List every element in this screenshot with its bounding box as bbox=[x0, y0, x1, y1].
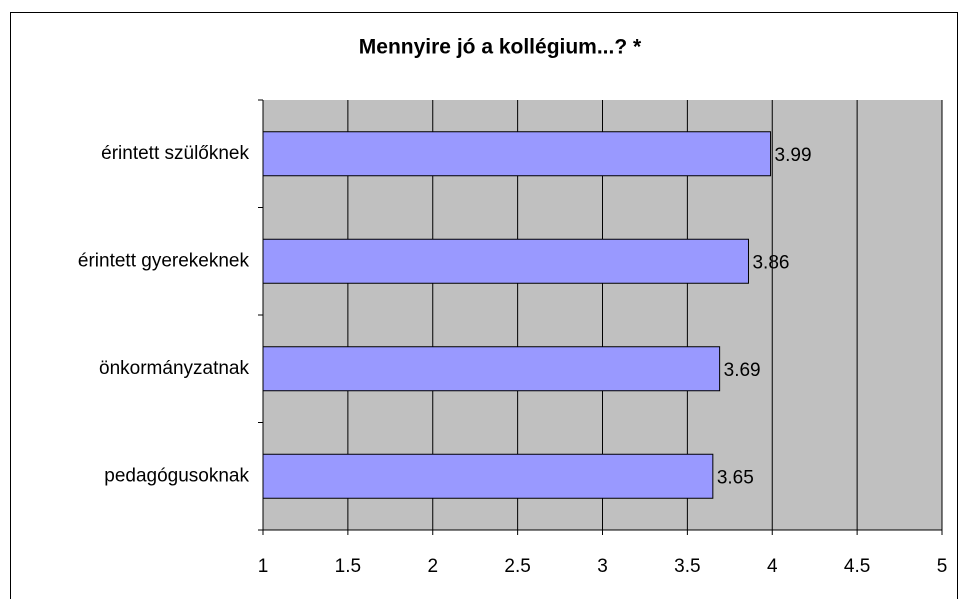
value-label: 3.65 bbox=[717, 467, 754, 488]
x-tick-label: 2.5 bbox=[504, 556, 530, 577]
y-tick-label: önkormányzatnak bbox=[99, 358, 249, 379]
x-tick-label: 2 bbox=[427, 556, 438, 577]
x-tick-label: 1 bbox=[258, 556, 269, 577]
x-tick-label: 4 bbox=[767, 556, 778, 577]
bar bbox=[262, 238, 749, 284]
bar bbox=[262, 131, 772, 177]
x-tick-label: 5 bbox=[937, 556, 948, 577]
y-tick-label: érintett szülőknek bbox=[101, 143, 249, 164]
value-label: 3.99 bbox=[775, 145, 812, 166]
x-tick-label: 1.5 bbox=[335, 556, 361, 577]
bar bbox=[262, 346, 721, 392]
chart-title: Mennyire jó a kollégium...? * bbox=[359, 36, 642, 59]
bar bbox=[262, 453, 714, 499]
y-tick-label: érintett gyerekeknek bbox=[78, 250, 250, 271]
y-tick-label: pedagógusoknak bbox=[104, 465, 249, 486]
value-label: 3.69 bbox=[724, 360, 761, 381]
x-tick-label: 4.5 bbox=[844, 556, 870, 577]
x-tick-label: 3 bbox=[597, 556, 608, 577]
x-tick-label: 3.5 bbox=[674, 556, 700, 577]
value-label: 3.86 bbox=[752, 252, 789, 273]
